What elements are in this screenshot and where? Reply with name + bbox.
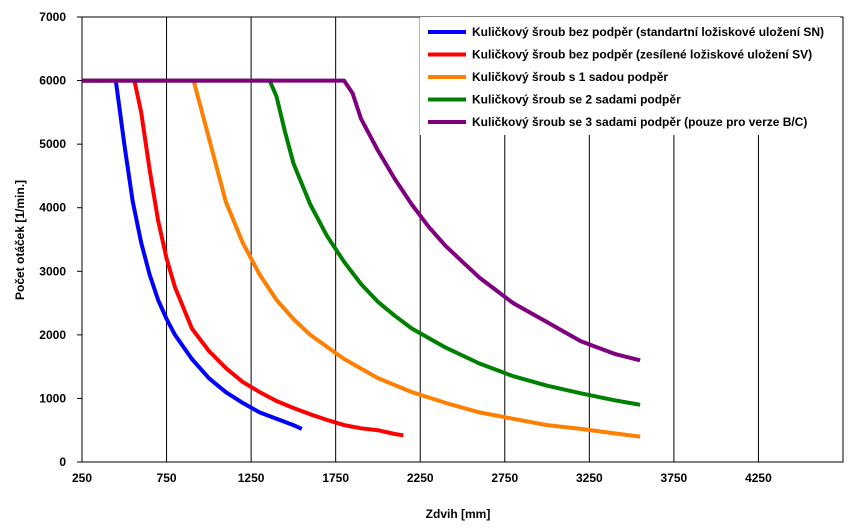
series-line-4 — [82, 78, 641, 407]
x-tick-label: 1750 — [322, 471, 349, 485]
series-line-2 — [132, 80, 404, 438]
x-tick-label: 750 — [157, 471, 177, 485]
y-tick-label: 5000 — [39, 137, 66, 151]
series-line-5 — [82, 78, 641, 363]
y-tick-label: 0 — [59, 455, 66, 469]
x-tick-label: 2250 — [407, 471, 434, 485]
legend-label-3: Kuličkový šroub s 1 sadou podpěr — [472, 70, 668, 84]
x-tick-label: 4250 — [745, 471, 772, 485]
legend-label-1: Kuličkový šroub bez podpěr (standartní l… — [472, 25, 824, 39]
y-tick-label: 2000 — [39, 328, 66, 342]
y-tick-labels: 0 1000 2000 3000 4000 5000 6000 7000 — [39, 10, 82, 469]
x-tick-label: 3750 — [661, 471, 688, 485]
legend-label-5: Kuličkový šroub se 3 sadami podpěr (pouz… — [472, 115, 807, 129]
y-axis-title: Počet otáček [1/min.] — [13, 180, 27, 300]
x-tick-label: 3250 — [576, 471, 603, 485]
x-tick-label: 250 — [72, 471, 92, 485]
y-tick-label: 6000 — [39, 74, 66, 88]
series-line-3 — [82, 78, 641, 439]
x-axis-title: Zdvih [mm] — [426, 507, 491, 521]
y-tick-label: 7000 — [39, 10, 66, 24]
series-lines — [82, 78, 641, 439]
legend-box — [420, 17, 840, 135]
series-line-1 — [82, 78, 303, 431]
x-tick-labels: 250 750 1250 1750 2250 2750 3250 3750 4250 — [72, 471, 772, 485]
legend: Kuličkový šroub bez podpěr (standartní l… — [420, 17, 840, 135]
y-tick-label: 3000 — [39, 264, 66, 278]
y-tick-label: 4000 — [39, 201, 66, 215]
y-tick-label: 1000 — [39, 391, 66, 405]
legend-label-4: Kuličkový šroub se 2 sadami podpěr — [472, 93, 681, 107]
legend-label-2: Kuličkový šroub bez podpěr (zesílené lož… — [472, 48, 812, 62]
x-tick-label: 1250 — [238, 471, 265, 485]
x-tick-label: 2750 — [491, 471, 518, 485]
